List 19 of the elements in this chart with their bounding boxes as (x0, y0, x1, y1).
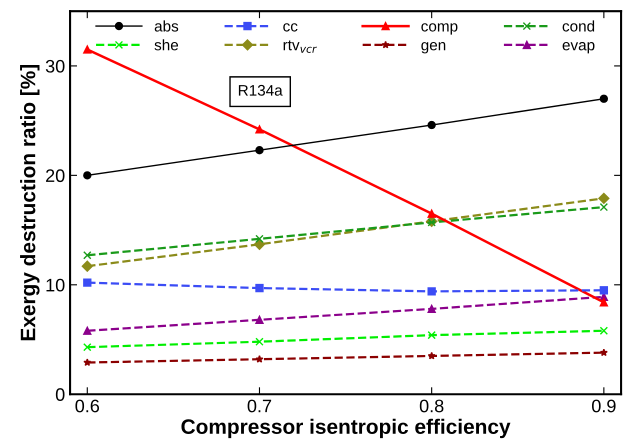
legend-label: comp (421, 23, 458, 35)
y-tick-label: 0 (56, 388, 65, 401)
legend-label: gen (421, 42, 446, 54)
legend-label: abs (154, 20, 178, 32)
x-tick-label: 0.9 (592, 400, 616, 412)
y-axis-title: Exergy destruction ratio [%] (20, 64, 40, 340)
legend-label: cc (283, 23, 298, 32)
legend-label: cond (562, 20, 594, 32)
legend-label: rtv$_{vcr}$ (284, 40, 317, 53)
legend-label: she (154, 39, 178, 50)
x-axis-title: Compressor isentropic efficiency (181, 418, 510, 438)
x-tick-label: 0.6 (75, 400, 100, 412)
legend-label: evap (562, 42, 594, 54)
y-tick-label: 20 (46, 169, 65, 182)
y-tick-label: 30 (46, 60, 65, 73)
y-tick-label: 10 (46, 278, 65, 292)
x-tick-label: 0.8 (420, 400, 444, 412)
annotation: R134a (238, 84, 283, 96)
x-tick-label: 0.7 (248, 400, 272, 412)
